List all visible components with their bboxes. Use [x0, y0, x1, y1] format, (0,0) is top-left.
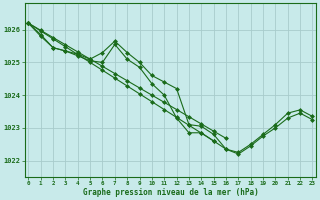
X-axis label: Graphe pression niveau de la mer (hPa): Graphe pression niveau de la mer (hPa)	[83, 188, 258, 197]
